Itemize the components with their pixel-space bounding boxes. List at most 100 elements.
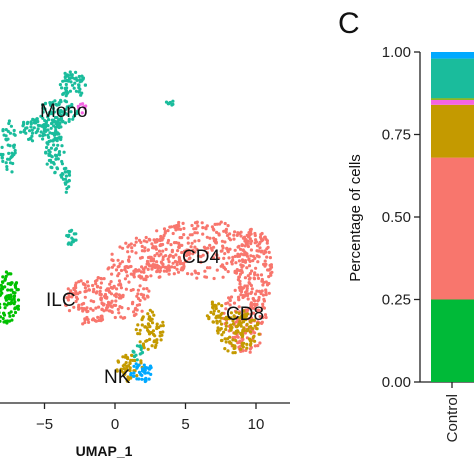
umap-point-cd4 xyxy=(107,290,112,294)
umap-point-mono xyxy=(67,104,71,108)
umap-point-cd4 xyxy=(133,307,137,311)
umap-point-cd4 xyxy=(127,280,131,284)
umap-point-cd4 xyxy=(221,275,225,279)
umap-point-cd8 xyxy=(220,333,224,337)
umap-point-mono xyxy=(53,148,57,152)
umap-point-cd4 xyxy=(246,297,250,301)
umap-point-mono xyxy=(4,128,8,132)
umap-point-nk xyxy=(140,377,144,381)
umap-point-ilc xyxy=(98,289,102,293)
umap-point-mono xyxy=(0,153,4,157)
umap-point-cd8 xyxy=(233,351,237,355)
umap-point-ilc xyxy=(89,307,93,311)
umap-point-side xyxy=(16,288,20,292)
umap-point-cd8 xyxy=(148,337,152,341)
umap-point-cd4 xyxy=(161,249,165,253)
umap-point-ilc xyxy=(66,298,70,302)
umap-point-cd4 xyxy=(138,256,143,260)
umap-point-side xyxy=(4,296,8,300)
umap-point-cd4 xyxy=(238,288,242,292)
umap-point-side xyxy=(0,315,3,319)
umap-point-cd4 xyxy=(246,292,250,296)
umap-point-cd4 xyxy=(136,297,141,301)
umap-point-mono xyxy=(25,126,29,130)
umap-point-mono xyxy=(43,107,47,111)
umap-point-cd8 xyxy=(158,334,162,338)
umap-point-cd8 xyxy=(130,353,134,358)
umap-point-ilc xyxy=(67,295,71,299)
umap-point-cd4 xyxy=(148,255,152,259)
umap-point-cd4 xyxy=(140,309,144,313)
umap-point-cd4 xyxy=(118,294,122,298)
umap-point-cd4 xyxy=(149,274,153,278)
umap-point-mono xyxy=(65,234,69,238)
umap-point-cd4 xyxy=(195,231,199,235)
umap-point-mono xyxy=(38,134,42,138)
umap-point-cd4 xyxy=(142,267,146,272)
umap-point-cd4 xyxy=(262,306,266,310)
umap-point-mono xyxy=(64,170,68,174)
umap-point-cd8 xyxy=(146,328,150,332)
umap-point-side xyxy=(13,306,17,310)
umap-point-cd4 xyxy=(205,251,209,255)
umap-point-ilc xyxy=(85,310,89,314)
umap-point-cd8 xyxy=(126,357,130,361)
umap-point-cd4 xyxy=(176,223,180,227)
umap-point-cd4 xyxy=(176,249,180,253)
umap-point-cd8 xyxy=(155,322,159,326)
umap-point-cd4 xyxy=(154,247,158,251)
umap-point-mono xyxy=(13,133,17,137)
umap-point-cd4 xyxy=(250,287,254,291)
umap-point-cd8 xyxy=(248,330,253,334)
umap-point-cd4 xyxy=(149,259,153,263)
umap-point-cd4 xyxy=(145,240,149,244)
umap-point-cd4 xyxy=(162,269,166,273)
umap-point-cd4 xyxy=(105,296,109,300)
umap-point-cd4 xyxy=(222,229,226,233)
umap-point-cd4 xyxy=(250,239,254,243)
umap-point-mono xyxy=(22,120,26,124)
umap-point-cd4 xyxy=(212,245,216,249)
umap-point-cd4 xyxy=(267,250,271,254)
umap-point-cd8 xyxy=(116,359,120,363)
umap-point-cd4 xyxy=(126,307,130,311)
umap-point-cd8 xyxy=(239,324,243,328)
umap-point-cd4 xyxy=(262,299,266,303)
umap-point-cd4 xyxy=(247,258,251,262)
umap-point-cd4 xyxy=(232,301,237,305)
umap-point-side xyxy=(16,306,20,310)
umap-point-cd4 xyxy=(114,292,118,296)
umap-point-cd8 xyxy=(246,312,250,316)
umap-point-ilc xyxy=(64,303,68,307)
umap-point-cd4 xyxy=(195,276,199,280)
umap-point-cd4 xyxy=(239,293,243,297)
umap-point-side xyxy=(3,285,7,289)
umap-point-mono xyxy=(12,145,16,149)
umap-point-cd8 xyxy=(129,376,133,380)
umap-point-nk xyxy=(134,362,138,366)
umap-point-cd4 xyxy=(230,260,234,264)
umap-point-cd4 xyxy=(178,236,182,240)
umap-point-cd4 xyxy=(201,226,205,230)
umap-point-cd8 xyxy=(142,346,146,350)
umap-point-cd4 xyxy=(238,282,242,286)
umap-point-side xyxy=(12,295,16,299)
umap-point-cd8 xyxy=(124,361,128,365)
umap-point-cd4 xyxy=(258,246,262,250)
umap-point-side xyxy=(0,285,4,289)
umap-point-cd4 xyxy=(237,275,241,279)
umap-point-cd4 xyxy=(205,235,209,239)
umap-point-mono xyxy=(49,126,53,130)
umap-point-cd8 xyxy=(224,340,228,344)
umap-point-cd4 xyxy=(171,261,175,265)
umap-point-cd4 xyxy=(136,292,140,296)
umap-point-cd8 xyxy=(161,324,165,328)
umap-point-ilc xyxy=(86,318,90,322)
umap-point-ilc xyxy=(95,285,100,289)
umap-point-cd4 xyxy=(169,243,173,247)
umap-point-cd4 xyxy=(156,266,160,270)
umap-point-ilc xyxy=(67,309,72,313)
umap-point-mono xyxy=(77,74,81,79)
umap-point-cd4 xyxy=(134,240,138,244)
umap-point-cd4 xyxy=(99,281,103,285)
